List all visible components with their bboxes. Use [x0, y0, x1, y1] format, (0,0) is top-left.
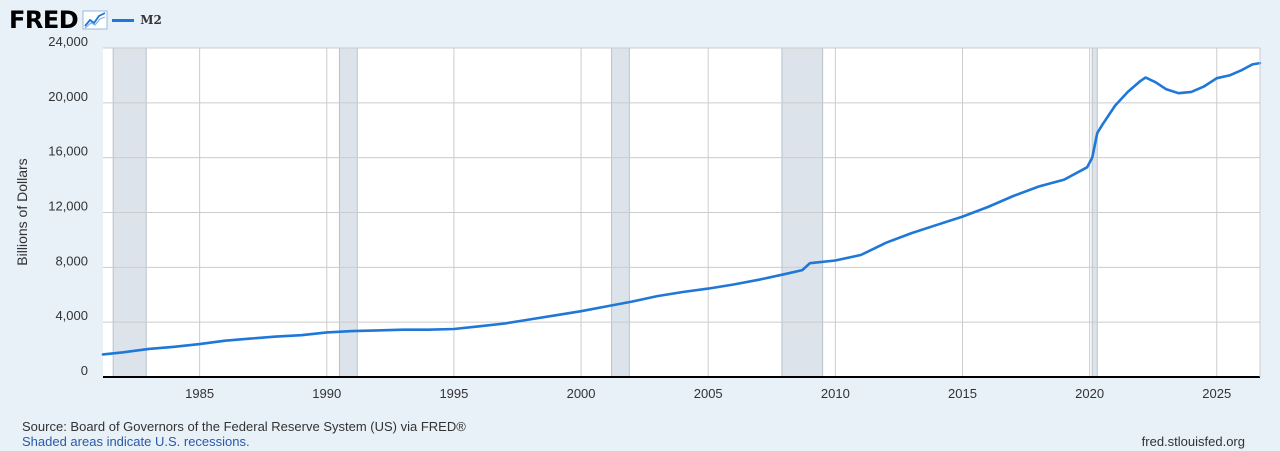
legend-swatch-m2 [112, 18, 135, 22]
series-line-m2 [101, 61, 1262, 356]
y-tick-label: 24,000 [48, 34, 88, 49]
x-tick-label: 2020 [1075, 386, 1104, 401]
x-tick-label: 1990 [312, 386, 341, 401]
x-tick-label: 1995 [439, 386, 468, 401]
x-tick-label: 2025 [1202, 386, 1231, 401]
source-note: Source: Board of Governors of the Federa… [22, 419, 466, 434]
y-tick-label: 4,000 [55, 308, 88, 323]
y-tick-label: 12,000 [48, 199, 88, 214]
line-chart-icon [82, 10, 108, 30]
fred-url[interactable]: fred.stlouisfed.org [1141, 434, 1245, 449]
y-tick-label: 8,000 [55, 253, 88, 268]
legend-label-m2: M2 [140, 13, 162, 27]
x-tick-label: 2010 [821, 386, 850, 401]
x-tick-label: 2005 [694, 386, 723, 401]
x-tick-label: 2000 [567, 386, 596, 401]
chart-legend: M2 [112, 13, 162, 27]
y-tick-label: 0 [81, 363, 88, 378]
y-tick-label: 16,000 [48, 144, 88, 159]
y-tick-label: 20,000 [48, 89, 88, 104]
x-tick-label: 2015 [948, 386, 977, 401]
fred-logo: FRED [9, 6, 79, 34]
recession-note[interactable]: Shaded areas indicate U.S. recessions. [22, 434, 250, 449]
chart-header: FRED M2 [9, 6, 162, 34]
x-tick-label: 1985 [185, 386, 214, 401]
y-axis-label: Billions of Dollars [14, 158, 30, 265]
